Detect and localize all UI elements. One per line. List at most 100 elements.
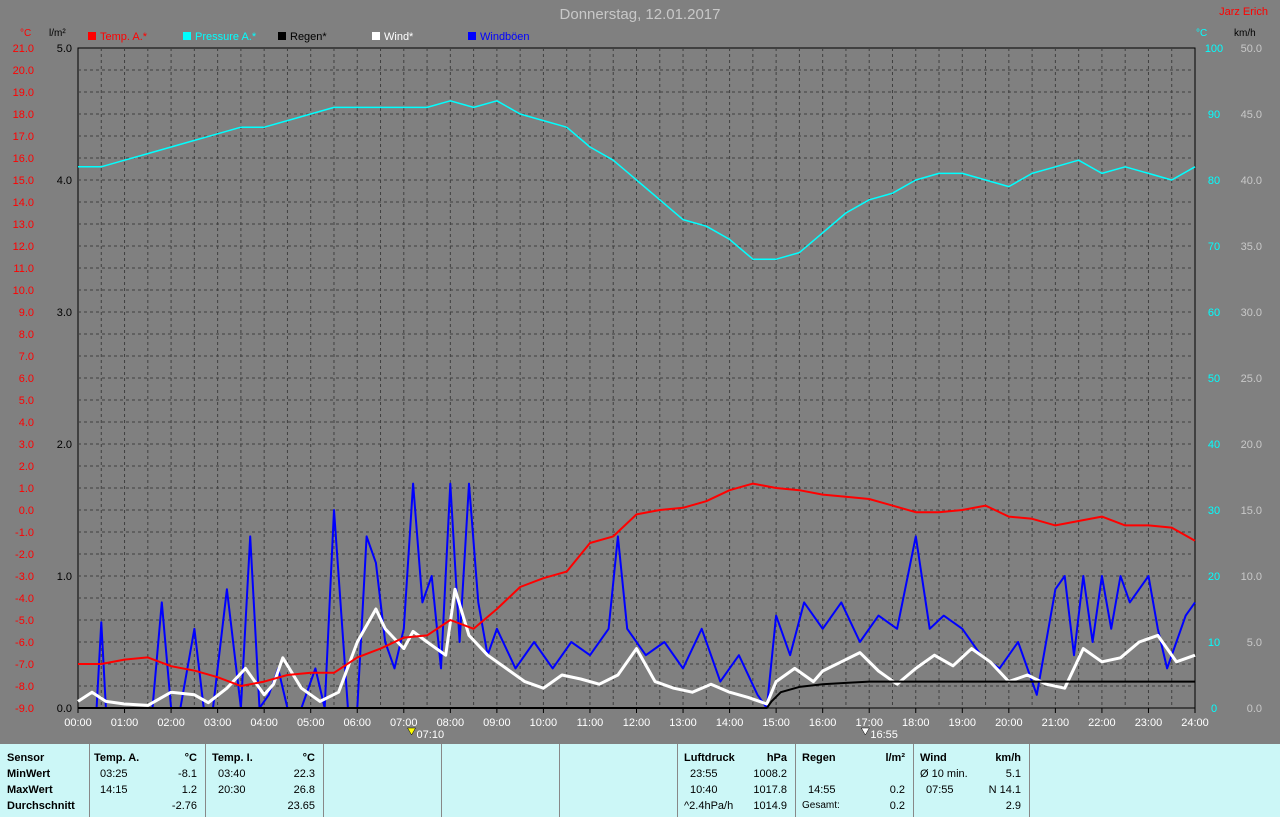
- temp-tick-label: 3.0: [19, 439, 34, 451]
- stats-panel: Sensor MinWert MaxWert Durchschnitt Temp…: [0, 744, 1280, 817]
- temp-i-max-value: 26.8: [293, 784, 315, 796]
- pressure-tick-label: 90: [1208, 109, 1220, 121]
- series-regen: [78, 680, 1195, 709]
- x-tick-label: 13:00: [669, 717, 697, 729]
- pressure-unit-label: hPa: [766, 752, 787, 764]
- stats-col-temp-i: Temp. I. °C 03:40 22.3 20:30 26.8 23.65: [206, 744, 324, 817]
- temp-tick-label: -9.0: [15, 703, 34, 715]
- temp-tick-label: 0.0: [19, 505, 34, 517]
- x-tick-label: 21:00: [1042, 717, 1070, 729]
- pressure-tick-label: 40: [1208, 439, 1220, 451]
- temp-tick-label: 16.0: [13, 153, 34, 165]
- wind-tick-label: 20.0: [1241, 439, 1262, 451]
- stats-col-temp-a: Temp. A. °C 03:25 -8.1 14:15 1.2 -2.76: [90, 744, 206, 817]
- temp-tick-label: 9.0: [19, 307, 34, 319]
- rain-total-label: Gesamt:: [802, 800, 840, 811]
- x-tick-label: 07:00: [390, 717, 418, 729]
- temp-tick-label: 17.0: [13, 131, 34, 143]
- stats-col-empty-1: [324, 744, 442, 817]
- legend-item-wind[interactable]: Wind*: [372, 31, 413, 44]
- pressure-min-value: 1008.2: [753, 768, 787, 780]
- x-tick-label: 06:00: [343, 717, 371, 729]
- temp-i-min-time: 03:40: [218, 768, 246, 780]
- wind-min-value: 5.1: [1005, 768, 1021, 780]
- pressure-tick-label: 30: [1208, 505, 1220, 517]
- stats-col-empty-4: [1030, 744, 1280, 817]
- wind-tick-label: 5.0: [1247, 637, 1262, 649]
- temp-tick-label: 11.0: [13, 263, 34, 275]
- temp-unit: °C: [20, 28, 32, 39]
- sunset-label: 16:55: [870, 729, 898, 741]
- temp-tick-label: 13.0: [13, 219, 34, 231]
- pressure-tick-label: 20: [1208, 571, 1220, 583]
- x-tick-label: 23:00: [1135, 717, 1163, 729]
- temp-tick-label: 20.0: [13, 65, 34, 77]
- temp-tick-label: 10.0: [13, 285, 34, 297]
- wind-tick-label: 0.0: [1247, 703, 1262, 715]
- wind-max-value: N 14.1: [988, 784, 1021, 796]
- rain-tick-label: 2.0: [57, 439, 72, 451]
- series-wind: [77, 587, 1196, 707]
- temp-tick-label: 7.0: [19, 351, 34, 363]
- x-tick-label: 03:00: [204, 717, 232, 729]
- wind-tick-label: 15.0: [1241, 505, 1262, 517]
- temp-tick-label: 15.0: [13, 175, 34, 187]
- wind-tick-label: 10.0: [1241, 571, 1262, 583]
- temp-tick-label: 6.0: [19, 373, 34, 385]
- series-windböen: [78, 482, 1196, 709]
- x-tick-label: 08:00: [437, 717, 465, 729]
- pressure-tick-label: 10: [1208, 637, 1220, 649]
- pressure-max-time: 10:40: [690, 784, 718, 796]
- temp-i-avg: 23.65: [287, 800, 315, 812]
- temp-tick-label: 5.0: [19, 395, 34, 407]
- x-tick-label: 17:00: [855, 717, 883, 729]
- wind-max-time: 07:55: [926, 784, 954, 796]
- temp-i-header: Temp. I.: [212, 752, 253, 764]
- pressure-tick-label: 100: [1205, 43, 1223, 55]
- pressure-min-time: 23:55: [690, 768, 718, 780]
- stats-col-pressure: Luftdruck hPa 23:55 1008.2 10:40 1017.8 …: [678, 744, 796, 817]
- rain-header: Regen: [802, 752, 836, 764]
- legend-item-temp[interactable]: Temp. A.*: [88, 31, 147, 44]
- temp-tick-label: 8.0: [19, 329, 34, 341]
- wind-min-label: Ø 10 min.: [920, 768, 968, 780]
- rain-tick-label: 5.0: [57, 43, 72, 55]
- x-tick-label: 14:00: [716, 717, 744, 729]
- temp-a-min-time: 03:25: [100, 768, 128, 780]
- rain-tick-label: 0.0: [57, 703, 72, 715]
- x-tick-label: 11:00: [577, 717, 604, 729]
- x-tick-label: 09:00: [483, 717, 511, 729]
- wind-header: Wind: [920, 752, 947, 764]
- x-tick-label: 02:00: [157, 717, 185, 729]
- pressure-header: Luftdruck: [684, 752, 735, 764]
- stats-col-empty-3: [560, 744, 678, 817]
- rain-tick-label: 3.0: [57, 307, 72, 319]
- temp-a-max-time: 14:15: [100, 784, 128, 796]
- pressure-avg: 1014.9: [753, 800, 787, 812]
- pressure-tick-label: 0: [1211, 703, 1217, 715]
- owner-label: Jarz Erich: [1219, 6, 1268, 18]
- rain-max-value: 0.2: [889, 784, 905, 796]
- stats-col-sensor: Sensor MinWert MaxWert Durchschnitt: [0, 744, 90, 817]
- temp-tick-label: 2.0: [19, 461, 34, 473]
- wind-tick-label: 40.0: [1241, 175, 1262, 187]
- legend-item-gusts[interactable]: Windböen: [468, 31, 530, 44]
- x-tick-label: 00:00: [64, 717, 92, 729]
- rain-max-time: 14:55: [808, 784, 836, 796]
- x-tick-label: 05:00: [297, 717, 325, 729]
- legend-swatch: [278, 32, 286, 40]
- temp-a-header: Temp. A.: [94, 752, 140, 764]
- temp-tick-label: 12.0: [13, 241, 34, 253]
- temp-tick-label: -6.0: [15, 637, 34, 649]
- temp-tick-label: -2.0: [15, 549, 34, 561]
- series-lines: [77, 100, 1196, 709]
- legend-item-pressure[interactable]: Pressure A.*: [183, 31, 256, 44]
- stats-row-min: MinWert: [7, 768, 51, 780]
- axes: 00:00 01:00 02:00 03:00 04:00 05:00 06:00 07:00…: [13, 43, 1262, 729]
- temp-tick-label: -8.0: [15, 681, 34, 693]
- legend-item-rain[interactable]: Regen*: [278, 31, 327, 44]
- temp-i-unit: °C: [302, 752, 315, 764]
- temp-tick-label: -5.0: [15, 615, 34, 627]
- legend-swatch: [183, 32, 191, 40]
- rain-total: 0.2: [889, 800, 905, 812]
